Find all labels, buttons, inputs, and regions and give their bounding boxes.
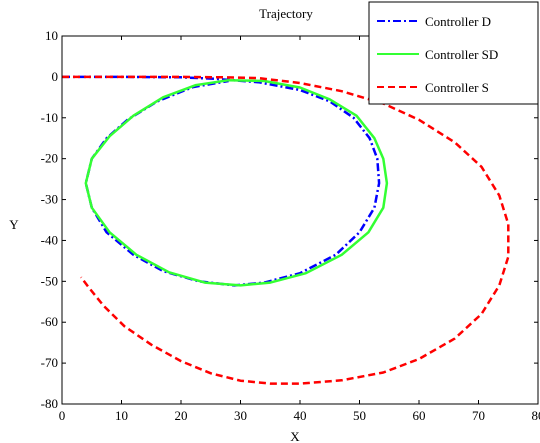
x-tick-label: 50 — [353, 408, 366, 423]
y-tick-label: 0 — [52, 69, 59, 84]
x-tick-label: 20 — [175, 408, 188, 423]
chart-title: Trajectory — [259, 6, 313, 21]
x-tick-label: 70 — [472, 408, 485, 423]
x-tick-label: 30 — [234, 408, 247, 423]
x-tick-label: 10 — [115, 408, 128, 423]
series-line-controller-s — [62, 75, 510, 385]
x-axis-label: X — [290, 429, 300, 443]
y-tick-label: -40 — [41, 232, 58, 247]
y-axis-label: Y — [9, 217, 19, 232]
y-tick-label: -50 — [41, 273, 58, 288]
y-tick-label: -20 — [41, 151, 58, 166]
y-tick-label: -70 — [41, 355, 58, 370]
plot-area-frame — [61, 35, 539, 405]
y-tick-label: -80 — [41, 396, 58, 411]
legend-label-controller-d: Controller D — [425, 14, 491, 29]
y-tick-label: -60 — [41, 314, 58, 329]
series-line-controller-sd — [84, 78, 389, 287]
y-tick-label: 10 — [45, 28, 58, 43]
legend-label-controller-s: Controller S — [425, 80, 489, 95]
x-tick-label: 40 — [294, 408, 307, 423]
x-tick-label: 80 — [532, 408, 540, 423]
legend: Controller D Controller SD Controller S — [368, 1, 539, 105]
legend-label-controller-sd: Controller SD — [425, 47, 498, 62]
y-tick-label: -10 — [41, 110, 58, 125]
x-tick-label: 60 — [413, 408, 426, 423]
x-tick-label: 0 — [59, 408, 66, 423]
y-tick-label: -30 — [41, 192, 58, 207]
